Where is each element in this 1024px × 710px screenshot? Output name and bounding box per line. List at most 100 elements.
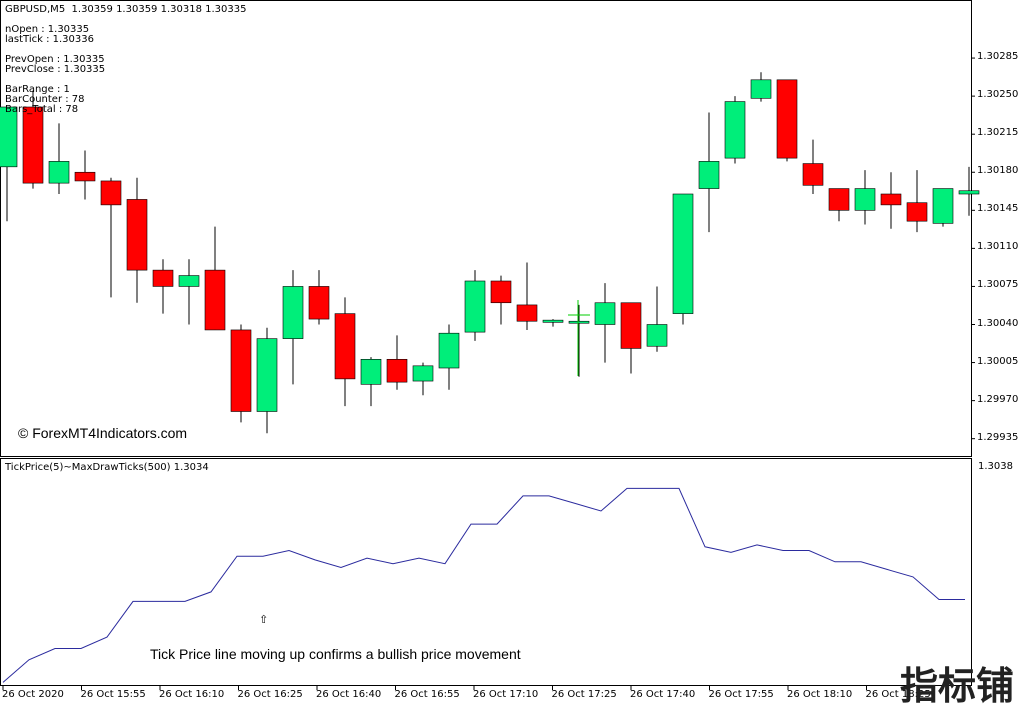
candle — [776, 79, 798, 162]
time-tick-label: 26 Oct 16:25 — [237, 689, 303, 700]
candle — [22, 90, 44, 189]
candle-body-bull — [672, 193, 694, 314]
crosshair-cursor — [568, 300, 590, 376]
candle — [646, 286, 668, 352]
candle-body-bear — [828, 188, 850, 211]
main-chart-frame — [0, 0, 972, 457]
candle-body-bear — [516, 304, 538, 322]
candle — [126, 177, 148, 303]
brand-logo-text: 指标铺 — [900, 664, 1015, 708]
candle-body-bear — [490, 280, 512, 304]
time-tick-label: 26 Oct 15:55 — [80, 689, 146, 700]
candle-body-bear — [22, 106, 44, 184]
candle — [828, 188, 850, 222]
info-line: nOpen : 1.30335 — [5, 24, 90, 35]
candle — [178, 259, 200, 325]
candle — [256, 327, 278, 434]
candle-body-bull — [178, 275, 200, 287]
candlestick-series — [0, 72, 980, 434]
time-tick-label: 26 Oct 18:10 — [787, 689, 853, 700]
time-tick-label: 26 Oct 18:25 — [865, 689, 931, 700]
price-tick-label: 1.30145 — [977, 203, 1019, 215]
tick-price-line — [2, 487, 965, 683]
annotation-text: Tick Price line moving up confirms a bul… — [150, 646, 521, 662]
candle — [568, 304, 590, 377]
candle — [516, 262, 538, 330]
candle — [620, 302, 642, 374]
candle — [438, 324, 460, 390]
price-tick-label: 1.30215 — [977, 127, 1019, 139]
price-tick-label: 1.30040 — [977, 317, 1019, 329]
candle-body-bear — [230, 329, 252, 412]
time-axis-ticks — [2, 686, 867, 690]
candle — [334, 297, 356, 407]
candle — [48, 123, 70, 194]
candle — [490, 275, 512, 325]
candle-body-bull — [360, 358, 382, 385]
candle — [880, 172, 902, 229]
info-line: BarRange : 1 — [5, 84, 70, 95]
candle — [542, 319, 564, 327]
candle-body-bear — [126, 199, 148, 271]
time-tick-label: 26 Oct 16:40 — [316, 689, 382, 700]
candle — [698, 112, 720, 233]
price-tick-label: 1.30250 — [977, 89, 1019, 101]
info-line: PrevClose : 1.30335 — [5, 64, 106, 75]
candle-body-bull — [256, 338, 278, 412]
price-tick-label: 1.29970 — [977, 393, 1019, 405]
candle — [204, 226, 226, 331]
candle-body-bull — [282, 286, 304, 339]
info-line: BarCounter : 78 — [5, 94, 85, 105]
candle-body-bear — [776, 79, 798, 159]
candle-body-bull — [854, 188, 876, 211]
candle-body-bull — [438, 332, 460, 369]
price-axis-ticks — [971, 57, 975, 440]
candle — [282, 270, 304, 385]
candle-body-bull — [698, 161, 720, 189]
time-tick-label: 26 Oct 16:55 — [394, 689, 460, 700]
candle-body-bull — [568, 320, 590, 324]
indicator-level-label: 1.3038 — [978, 461, 1013, 472]
candle-body-bear — [100, 180, 122, 206]
indicator-header: TickPrice(5)~MaxDrawTicks(500) 1.3034 — [5, 462, 209, 473]
candle-body-bear — [152, 269, 174, 287]
candle-body-bull — [750, 79, 772, 99]
price-tick-label: 1.30075 — [977, 279, 1019, 291]
candle — [802, 139, 824, 194]
candle — [0, 106, 18, 222]
candle-body-bear — [880, 193, 902, 206]
info-line: Bars_Total : 78 — [5, 104, 79, 115]
candle-body-bull — [932, 188, 954, 224]
candle-body-bull — [646, 324, 668, 347]
time-tick-label: 26 Oct 2020 — [2, 689, 64, 700]
up-arrow-icon: ⇧ — [259, 613, 269, 626]
candle-body-bear — [74, 171, 96, 182]
candle — [464, 270, 486, 341]
candle — [308, 270, 330, 325]
candle — [152, 259, 174, 314]
price-tick-label: 1.30180 — [977, 165, 1019, 177]
candle-body-bull — [412, 365, 434, 382]
candle — [100, 177, 122, 298]
candle — [906, 170, 928, 233]
candle-body-bear — [204, 269, 226, 331]
candle-body-bull — [958, 190, 980, 195]
candle — [594, 283, 616, 363]
candle — [74, 150, 96, 200]
watermark-text: © ForexMT4Indicators.com — [18, 425, 188, 441]
candle — [386, 335, 408, 390]
candle — [360, 357, 382, 407]
time-tick-label: 26 Oct 17:55 — [708, 689, 774, 700]
price-tick-label: 1.30005 — [977, 355, 1019, 367]
time-tick-label: 26 Oct 17:10 — [473, 689, 539, 700]
candle — [724, 96, 746, 164]
candle-body-bear — [906, 202, 928, 222]
candle — [672, 193, 694, 325]
info-line: PrevOpen : 1.30335 — [5, 54, 105, 65]
candle-body-bear — [308, 286, 330, 320]
price-tick-label: 1.30285 — [977, 51, 1019, 63]
candle-body-bear — [386, 358, 408, 383]
info-line: lastTick : 1.30336 — [5, 34, 94, 45]
candle-body-bull — [594, 302, 616, 325]
